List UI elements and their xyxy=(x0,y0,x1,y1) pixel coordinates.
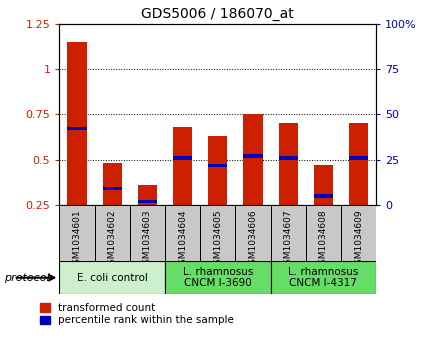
Bar xyxy=(95,205,130,261)
Legend: transformed count, percentile rank within the sample: transformed count, percentile rank withi… xyxy=(40,303,234,326)
Text: GSM1034602: GSM1034602 xyxy=(108,209,117,270)
Text: protocol: protocol xyxy=(4,273,50,283)
Text: GSM1034605: GSM1034605 xyxy=(213,209,222,270)
Bar xyxy=(279,123,298,205)
Bar xyxy=(208,163,227,167)
Text: GSM1034603: GSM1034603 xyxy=(143,209,152,270)
Bar xyxy=(165,205,200,261)
Bar xyxy=(103,187,122,190)
Text: GSM1034607: GSM1034607 xyxy=(284,209,293,270)
Bar xyxy=(271,205,306,261)
Bar xyxy=(59,261,165,294)
Bar xyxy=(314,195,333,197)
Bar xyxy=(243,155,263,158)
Bar xyxy=(67,42,87,205)
Bar xyxy=(349,156,368,160)
Text: L. rhamnosus
CNCM I-3690: L. rhamnosus CNCM I-3690 xyxy=(183,267,253,289)
Text: E. coli control: E. coli control xyxy=(77,273,148,283)
Bar xyxy=(130,205,165,261)
Bar xyxy=(173,156,192,160)
Text: L. rhamnosus
CNCM I-4317: L. rhamnosus CNCM I-4317 xyxy=(288,267,359,289)
Bar xyxy=(235,205,271,261)
Text: GSM1034604: GSM1034604 xyxy=(178,209,187,270)
Bar xyxy=(243,114,263,205)
Bar xyxy=(271,261,376,294)
Text: GSM1034601: GSM1034601 xyxy=(73,209,81,270)
Bar xyxy=(67,127,87,130)
Text: GSM1034609: GSM1034609 xyxy=(354,209,363,270)
Text: GSM1034608: GSM1034608 xyxy=(319,209,328,270)
Bar xyxy=(59,205,95,261)
Bar xyxy=(103,163,122,205)
Bar xyxy=(165,261,271,294)
Bar xyxy=(200,205,235,261)
Text: GSM1034606: GSM1034606 xyxy=(249,209,257,270)
Bar xyxy=(341,205,376,261)
Bar xyxy=(138,200,157,203)
Bar xyxy=(306,205,341,261)
Bar xyxy=(314,165,333,205)
Title: GDS5006 / 186070_at: GDS5006 / 186070_at xyxy=(141,7,294,21)
Bar xyxy=(279,156,298,160)
Bar xyxy=(138,185,157,205)
Bar xyxy=(349,123,368,205)
Bar xyxy=(208,136,227,205)
Bar xyxy=(173,127,192,205)
